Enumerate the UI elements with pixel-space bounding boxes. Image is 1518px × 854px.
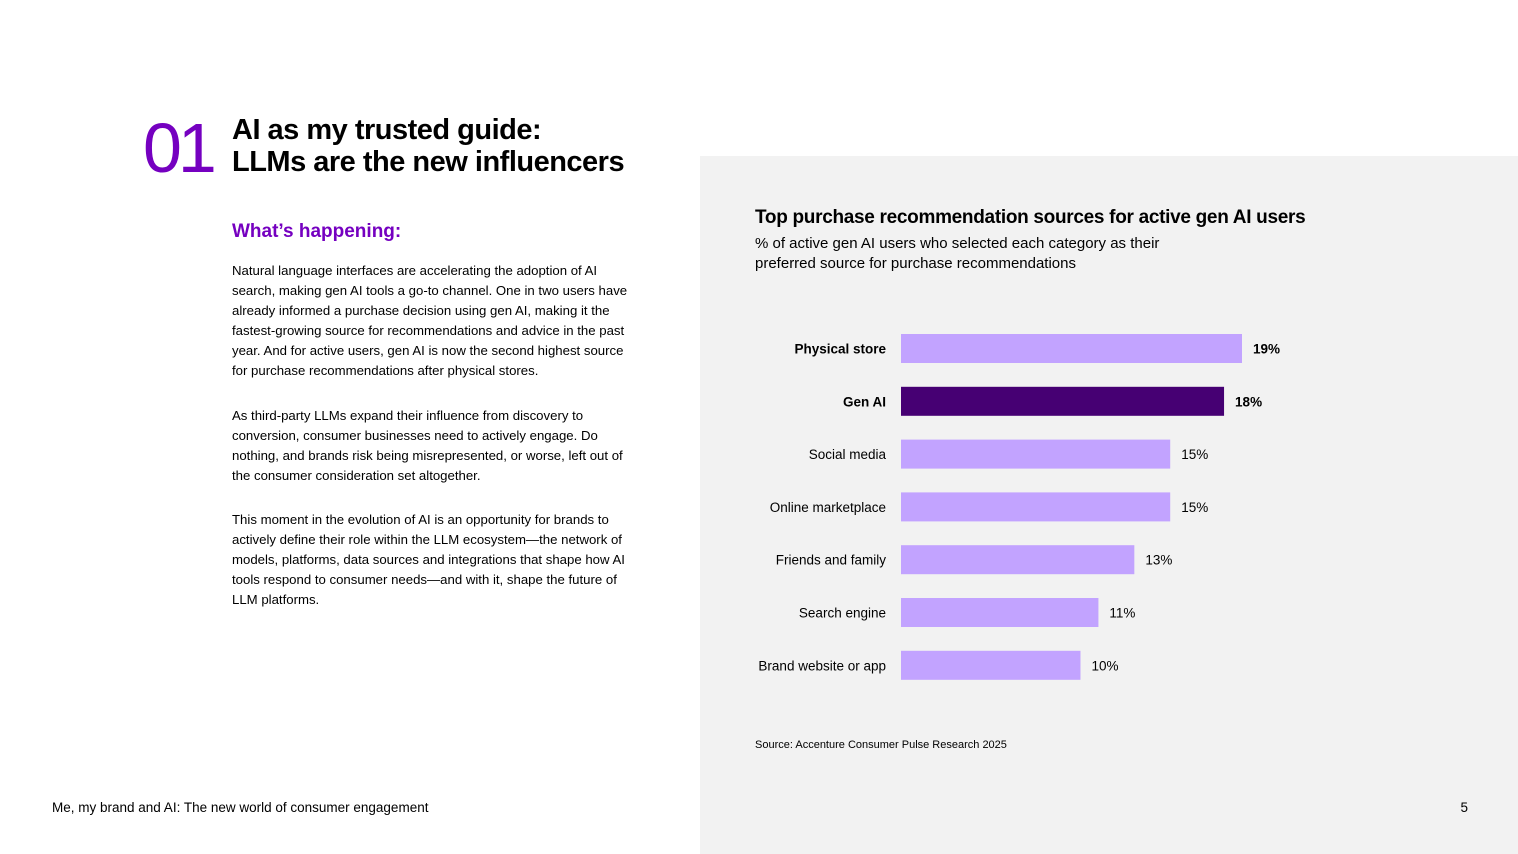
category-label: Physical store xyxy=(794,342,886,357)
section-title: AI as my trusted guide: LLMs are the new… xyxy=(232,114,625,178)
value-label: 18% xyxy=(1235,394,1262,409)
value-label: 15% xyxy=(1181,500,1208,515)
bar xyxy=(901,650,1081,680)
section-title-line-1: AI as my trusted guide: xyxy=(232,114,542,146)
bar xyxy=(901,492,1171,522)
bar xyxy=(901,439,1171,469)
category-label: Brand website or app xyxy=(758,658,886,673)
bar xyxy=(901,334,1242,363)
bar-chart: Physical store 19% Gen AI 18% Social media 15… xyxy=(758,334,1280,680)
page-number: 5 xyxy=(1460,800,1468,815)
bar xyxy=(901,386,1225,416)
whats-happening-heading: What’s happening: xyxy=(232,221,402,242)
body-paragraph-2: As third-party LLMs expand their influen… xyxy=(232,408,623,483)
body-paragraph-1: Natural language interfaces are accelera… xyxy=(232,263,628,378)
category-label: Gen AI xyxy=(843,394,886,409)
category-label: Social media xyxy=(809,447,887,462)
bar xyxy=(901,545,1135,575)
footer-document-title: Me, my brand and AI: The new world of co… xyxy=(52,800,429,815)
value-label: 13% xyxy=(1145,553,1172,568)
section-number: 01 xyxy=(143,109,217,187)
section-title-line-2: LLMs are the new influencers xyxy=(232,146,625,178)
category-label: Friends and family xyxy=(776,553,887,568)
category-label: Search engine xyxy=(799,606,886,621)
bar xyxy=(901,598,1099,627)
chart-subtitle: % of active gen AI users who selected ea… xyxy=(755,235,1160,272)
category-label: Online marketplace xyxy=(770,500,886,515)
value-label: 11% xyxy=(1109,606,1135,621)
chart-source-note: Source: Accenture Consumer Pulse Researc… xyxy=(755,739,1007,751)
value-label: 10% xyxy=(1091,658,1118,673)
chart-title: Top purchase recommendation sources for … xyxy=(755,207,1306,228)
body-paragraph-3: This moment in the evolution of AI is an… xyxy=(232,512,625,607)
value-label: 15% xyxy=(1181,447,1208,462)
value-label: 19% xyxy=(1253,342,1280,357)
